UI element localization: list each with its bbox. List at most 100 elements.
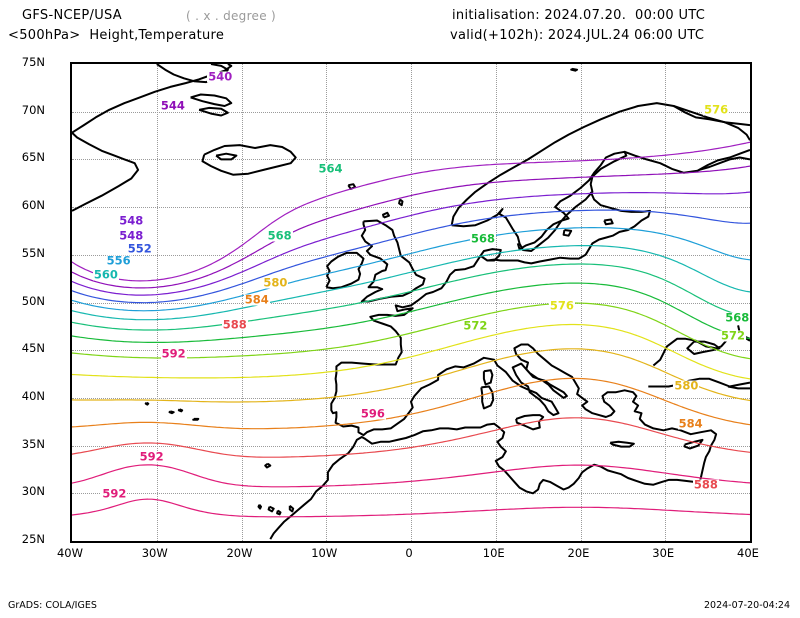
- lat-tick-label: 75N: [21, 55, 45, 69]
- coastline-path: [562, 229, 573, 237]
- lat-tick-label: 45N: [21, 341, 45, 356]
- lon-tick-label: 30W: [141, 546, 168, 560]
- contour-label: 584: [677, 416, 704, 431]
- contour-label: 568: [266, 228, 293, 243]
- level-field-title: <500hPa> Height,Temperature: [8, 28, 225, 43]
- contour-label: 584: [243, 292, 270, 307]
- lat-tick-label: 55N: [21, 245, 45, 260]
- contour-label: 588: [692, 477, 719, 492]
- coastline-path: [72, 64, 233, 134]
- contour-label: 592: [160, 346, 187, 361]
- lat-tick-label: 35N: [21, 436, 45, 451]
- lon-tick-label: 20W: [226, 546, 253, 560]
- grid-line-horizontal: [72, 350, 750, 352]
- lon-tick-label: 20E: [567, 546, 590, 560]
- coastline-path: [360, 219, 426, 303]
- contour-label: 576: [548, 298, 575, 313]
- coastline-path: [347, 183, 357, 190]
- coastline-path: [673, 105, 750, 141]
- lon-tick-label: 30E: [652, 546, 675, 560]
- grid-line-horizontal: [72, 207, 750, 209]
- contour-label: 576: [703, 102, 730, 117]
- lat-tick-label: 60N: [21, 198, 45, 213]
- coastline-path: [603, 218, 614, 226]
- contour-label: 548: [118, 213, 145, 228]
- contour-line-592: [72, 464, 750, 488]
- model-title: GFS-NCEP/USA: [22, 8, 123, 23]
- lon-tick-label: 10W: [311, 546, 338, 560]
- contour-line-556: [72, 227, 750, 312]
- coastline-path: [480, 385, 495, 410]
- contour-label: 540: [207, 69, 234, 84]
- grid-line-horizontal: [72, 397, 750, 399]
- coastline-path: [144, 401, 150, 406]
- coastline-path: [156, 64, 229, 84]
- coastline-path: [177, 408, 184, 413]
- grid-line-horizontal: [72, 111, 750, 113]
- contour-label: 548: [118, 228, 145, 243]
- contour-line-584: [72, 377, 750, 430]
- contour-label: 580: [262, 275, 289, 290]
- lat-tick-label: 40N: [21, 388, 45, 403]
- contour-line-568: [72, 282, 750, 343]
- coastline-path: [648, 377, 750, 388]
- lon-tick-label: 40W: [56, 546, 83, 560]
- valid-time: valid(+102h): 2024.JUL.24 06:00 UTC: [450, 28, 705, 43]
- coastline-path: [609, 440, 635, 448]
- lat-tick-label: 65N: [21, 150, 45, 165]
- coastline-path: [624, 148, 750, 174]
- coastline-path: [267, 505, 275, 513]
- contour-label: 552: [126, 241, 153, 256]
- coastline-path: [192, 417, 200, 421]
- grid-line-horizontal: [72, 254, 750, 256]
- resolution-note: ( . x . degree ): [186, 9, 277, 23]
- contour-line-564: [72, 263, 750, 331]
- lat-tick-label: 25N: [21, 532, 45, 546]
- grid-line-horizontal: [72, 159, 750, 161]
- coastline-path: [570, 67, 579, 72]
- coastline-path: [382, 211, 390, 219]
- coastline-path: [482, 369, 494, 386]
- coastline-path: [168, 410, 175, 415]
- contour-label: 580: [673, 378, 700, 393]
- footer-credit: GrADS: COLA/IGES: [8, 600, 97, 611]
- contour-line-560: [72, 245, 750, 321]
- contour-line-552: [72, 209, 750, 304]
- contour-line-572: [72, 302, 750, 360]
- coastline-path: [269, 255, 718, 540]
- contour-label: 568: [470, 231, 497, 246]
- coastline-path: [198, 106, 229, 117]
- contour-label: 572: [720, 328, 747, 343]
- contour-label: 592: [101, 486, 128, 501]
- coastline-path: [398, 198, 404, 207]
- coastline-path: [686, 340, 721, 355]
- lat-tick-label: 70N: [21, 102, 45, 117]
- contour-label: 572: [462, 318, 489, 333]
- coastline-path: [264, 462, 272, 469]
- coastline-path: [487, 191, 651, 265]
- coastline-path: [215, 152, 238, 161]
- coastline-path: [325, 251, 365, 290]
- contour-line-576: [72, 323, 750, 380]
- contour-label: 560: [92, 267, 119, 282]
- lat-tick-label: 30N: [21, 484, 45, 499]
- coastline-path: [72, 131, 140, 212]
- contour-line-544: [72, 165, 750, 289]
- footer-timestamp: 2024-07-20-04:24: [703, 600, 790, 611]
- coastline-path: [201, 144, 297, 176]
- grid-line-horizontal: [72, 302, 750, 304]
- lat-tick-label: 50N: [21, 293, 45, 308]
- map-plot-area: 540 544 548 548 552 556 560 564 568 568 580 584 588 5…: [70, 62, 752, 543]
- contour-label: 588: [221, 317, 248, 332]
- contour-label: 568: [724, 310, 751, 325]
- contour-label: 556: [105, 253, 132, 268]
- contour-label: 564: [317, 161, 344, 176]
- grid-line-horizontal: [72, 493, 750, 495]
- lon-tick-label: 40E: [737, 546, 759, 560]
- grid-line-horizontal: [72, 445, 750, 447]
- initialisation-time: initialisation: 2024.07.20. 00:00 UTC: [452, 8, 706, 23]
- coastline-path: [450, 102, 750, 226]
- contour-label: 596: [359, 406, 386, 421]
- contour-line-540: [72, 141, 750, 282]
- coastline-path: [276, 509, 282, 516]
